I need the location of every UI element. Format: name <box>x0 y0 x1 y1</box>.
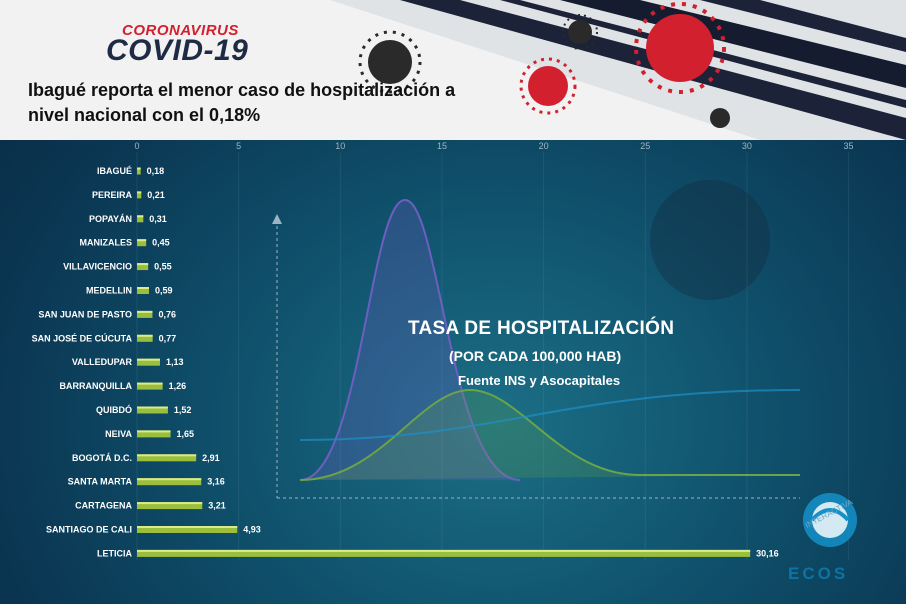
category-label: QUIBDÓ <box>96 404 132 415</box>
chart-subtitle: (POR CADA 100,000 HAB) <box>449 348 622 364</box>
brand-title: COVID-19 <box>106 34 249 67</box>
x-tick-label: 35 <box>844 141 854 151</box>
value-label: 0,45 <box>152 238 170 248</box>
bar-highlight <box>137 406 168 409</box>
x-tick-label: 25 <box>640 141 650 151</box>
bar-highlight <box>137 478 202 481</box>
category-label: PEREIRA <box>92 190 133 200</box>
bar-highlight <box>137 215 144 218</box>
bar-highlight <box>137 239 147 242</box>
category-label: MANIZALES <box>80 238 133 248</box>
background-curves <box>272 180 801 499</box>
bar-highlight <box>137 454 197 457</box>
bar <box>137 191 142 199</box>
header-decoration <box>330 0 906 140</box>
bar-highlight <box>137 502 203 505</box>
x-tick-label: 5 <box>236 141 241 151</box>
value-label: 0,31 <box>149 214 167 224</box>
bar <box>137 263 149 271</box>
bar <box>137 334 153 342</box>
value-label: 3,21 <box>208 501 226 511</box>
value-label: 1,65 <box>177 429 195 439</box>
headline: Ibagué reporta el menor caso de hospital… <box>28 80 456 125</box>
bar <box>137 287 149 294</box>
bar-highlight <box>137 287 149 289</box>
virus-icon <box>358 30 422 94</box>
value-label: 0,21 <box>147 190 165 200</box>
category-label: LETICIA <box>97 548 132 558</box>
bar-chart: 0 5 10 15 20 25 30 35 IBAGUÉ 0,18 PEREIRA 0,21 POPA… <box>32 141 854 560</box>
bar-highlight <box>137 382 163 385</box>
value-label: 0,77 <box>159 333 177 343</box>
bar <box>137 406 168 414</box>
category-label: SANTA MARTA <box>68 477 133 487</box>
bar-highlight <box>137 430 171 433</box>
value-label: 1,13 <box>166 357 184 367</box>
bar <box>137 215 144 223</box>
category-label: IBAGUÉ <box>97 166 132 176</box>
category-label: SAN JOSÉ DE CÚCUTA <box>32 332 133 343</box>
value-label: 30,16 <box>756 548 779 558</box>
bar-highlight <box>137 526 238 528</box>
logo-text: ECOS <box>788 564 849 583</box>
bar <box>137 454 197 462</box>
bar <box>137 549 751 557</box>
bar <box>137 526 238 533</box>
bar-highlight <box>137 358 160 361</box>
category-label: POPAYÁN <box>89 214 132 224</box>
value-label: 2,91 <box>202 453 220 463</box>
virus-icon <box>519 57 577 115</box>
value-label: 1,52 <box>174 405 192 415</box>
bar <box>137 358 160 366</box>
bar-highlight <box>137 191 142 194</box>
category-label: NEIVA <box>105 429 132 439</box>
bar-highlight <box>137 310 153 313</box>
header-banner: CORONAVIRUS COVID-19 Ibagué reporta el m… <box>0 0 906 140</box>
category-label: BARRANQUILLA <box>60 381 133 391</box>
value-label: 0,18 <box>147 166 165 176</box>
brand-subtitle: CORONAVIRUS <box>122 22 239 39</box>
bar <box>137 239 147 247</box>
bar <box>137 167 141 175</box>
bar-highlight <box>137 167 141 170</box>
value-label: 1,26 <box>169 381 187 391</box>
x-tick-label: 20 <box>539 141 549 151</box>
value-label: 0,76 <box>158 309 176 319</box>
category-label: CARTAGENA <box>75 501 132 511</box>
bar-highlight <box>137 334 153 337</box>
virus-icon <box>710 108 730 128</box>
bar <box>137 430 171 438</box>
category-label: MEDELLIN <box>86 286 132 296</box>
bar-highlight <box>137 549 751 552</box>
x-tick-label: 10 <box>335 141 345 151</box>
bar <box>137 502 203 510</box>
category-label: SAN JUAN DE PASTO <box>38 309 132 319</box>
bar <box>137 382 163 390</box>
bar <box>137 478 202 486</box>
category-label: VALLEDUPAR <box>72 357 133 367</box>
x-tick-label: 15 <box>437 141 447 151</box>
chart-title: TASA DE HOSPITALIZACIÓN <box>408 318 675 339</box>
bar-highlight <box>137 263 149 266</box>
value-label: 4,93 <box>243 525 261 535</box>
category-label: VILLAVICENCIO <box>63 262 132 272</box>
category-label: BOGOTÁ D.C. <box>72 453 132 463</box>
virus-icon <box>634 2 726 94</box>
virus-icon <box>562 14 598 50</box>
x-tick-label: 30 <box>742 141 752 151</box>
value-label: 0,59 <box>155 286 173 296</box>
value-label: 0,55 <box>154 262 172 272</box>
bar <box>137 310 153 318</box>
chart-source: Fuente INS y Asocapitales <box>458 373 621 388</box>
x-tick-label: 0 <box>134 141 139 151</box>
category-label: SANTIAGO DE CALI <box>46 525 132 535</box>
virus-icon <box>650 180 770 300</box>
value-label: 3,16 <box>207 477 225 487</box>
